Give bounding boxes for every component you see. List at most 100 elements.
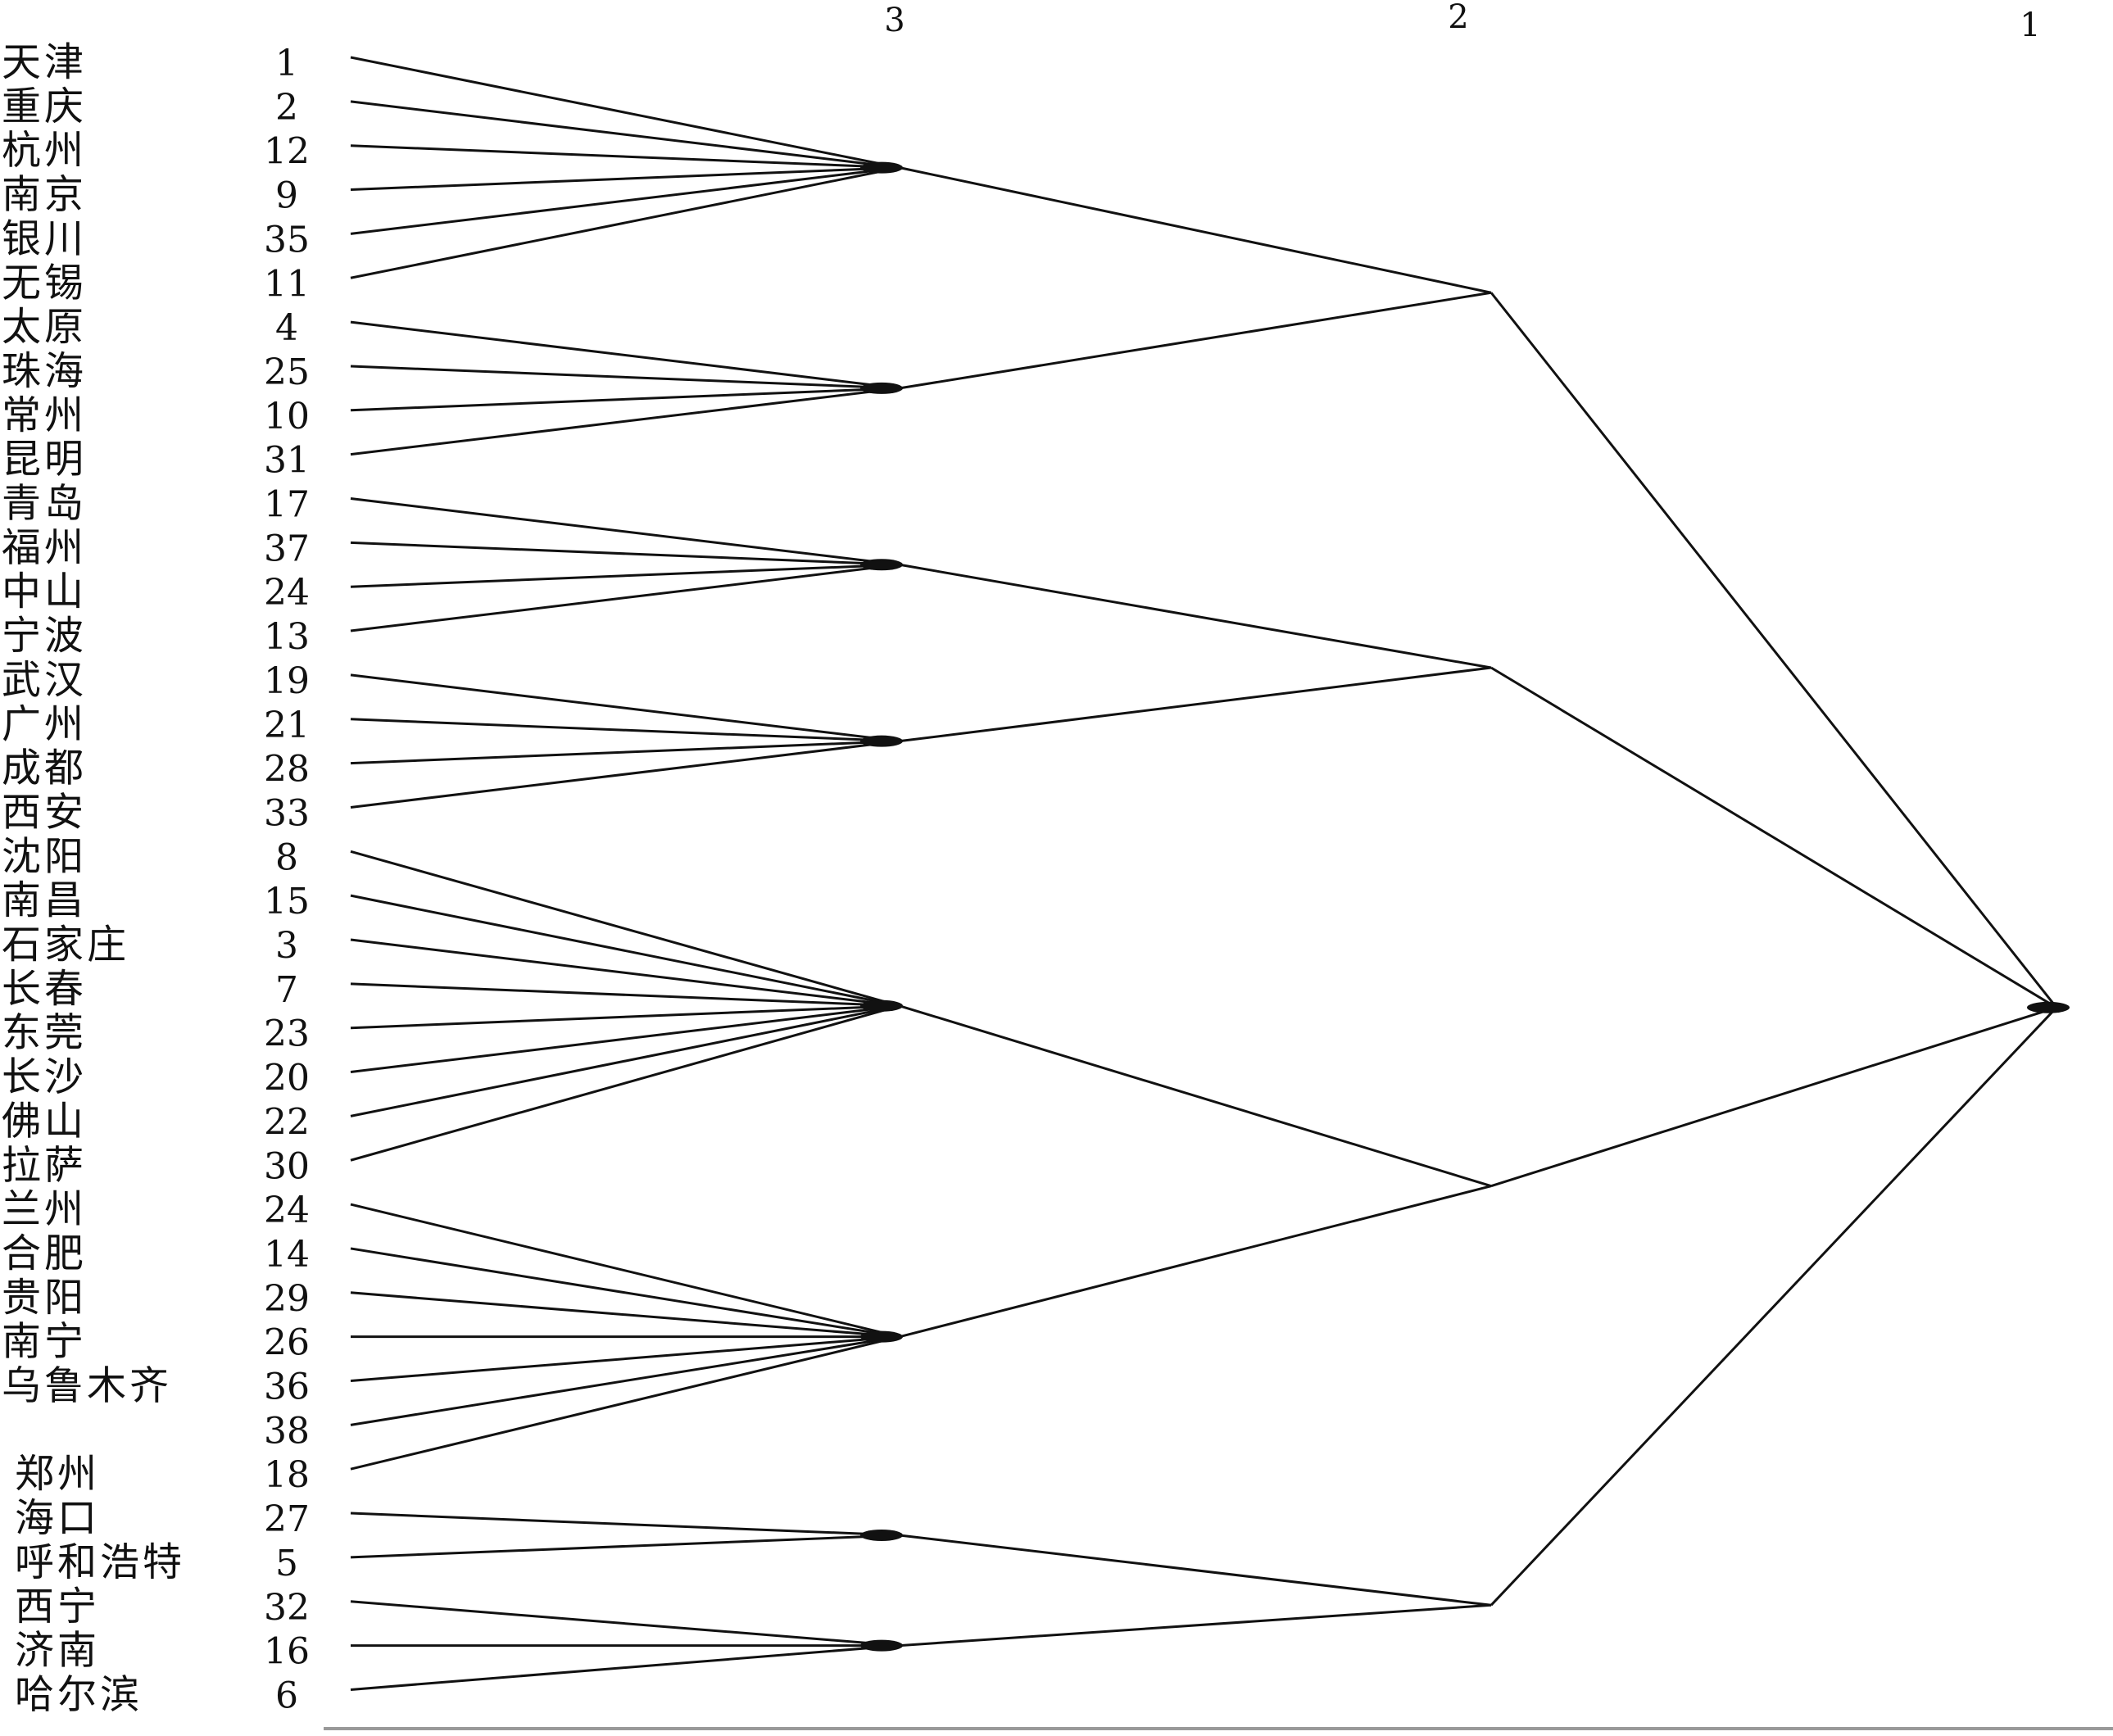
leaf-id-label: 13 — [264, 616, 310, 658]
leaf-id-label: 6 — [275, 1675, 298, 1716]
leaf-city-label: 佛山 — [2, 1098, 87, 1144]
leaf-edge — [350, 718, 900, 743]
level3-edge — [899, 166, 1492, 294]
leaf-id-label: 24 — [264, 1190, 310, 1231]
leaf-id-label: 3 — [275, 925, 298, 967]
leaf-id-label: 9 — [275, 175, 298, 217]
level3-edge — [899, 1534, 1492, 1607]
leaf-edge — [350, 387, 900, 456]
leaf-city-label: 海口 — [15, 1495, 100, 1541]
leaf-edge — [350, 938, 900, 1008]
leaf-edge — [350, 982, 900, 1008]
level3-node — [860, 1330, 903, 1343]
leaf-id-label: 26 — [264, 1322, 310, 1364]
leaf-city-label: 长春 — [2, 966, 87, 1012]
leaf-edge — [350, 1600, 900, 1648]
leaf-id-label: 10 — [264, 396, 310, 437]
leaf-edge — [350, 1004, 900, 1117]
leaf-city-label: 南京 — [2, 172, 87, 218]
leaf-id-label: 1 — [275, 43, 298, 84]
leaf-city-label: 太原 — [2, 304, 87, 350]
leaf-id-label: 32 — [264, 1587, 310, 1629]
level-label-1: 1 — [2020, 7, 2040, 44]
level2-edge — [1490, 666, 2057, 1009]
leaf-city-label: 东莞 — [2, 1010, 87, 1056]
leaf-edge — [350, 1004, 900, 1030]
leaf-city-label: 福州 — [2, 524, 87, 570]
leaf-id-label: 7 — [275, 969, 298, 1011]
level3-node — [860, 735, 903, 747]
leaf-city-label: 济南 — [15, 1628, 100, 1674]
leaf-edge — [350, 541, 900, 566]
leaf-edge — [350, 673, 900, 743]
leaf-edge — [350, 1512, 900, 1537]
leaf-id-label: 24 — [264, 572, 310, 614]
leaf-edge — [350, 365, 900, 390]
leaf-edge — [350, 1203, 900, 1339]
leaf-edge — [350, 56, 900, 170]
level3-edge — [899, 1004, 1492, 1188]
leaf-edge — [350, 320, 900, 390]
leaf-id-label: 14 — [264, 1234, 310, 1276]
leaf-id-label: 35 — [264, 219, 310, 261]
leaf-id-label: 2 — [275, 87, 298, 129]
leaf-city-label: 郑州 — [15, 1451, 100, 1497]
leaf-city-label: 宁波 — [2, 613, 87, 659]
leaf-edge — [350, 100, 900, 170]
leaf-city-label: 南昌 — [2, 877, 87, 923]
leaf-edge — [350, 1291, 900, 1339]
leaf-id-label: 4 — [275, 307, 298, 349]
leaf-id-label: 17 — [264, 484, 310, 526]
leaf-id-label: 16 — [264, 1631, 310, 1673]
leaf-id-label: 36 — [264, 1367, 310, 1408]
leaf-id-label: 28 — [264, 749, 310, 791]
level3-node — [860, 382, 903, 394]
leaf-city-label: 南宁 — [2, 1319, 87, 1365]
leaf-edge — [350, 1247, 900, 1339]
leaf-id-label: 29 — [264, 1278, 310, 1320]
leaf-id-label: 31 — [264, 440, 310, 482]
leaf-edge — [350, 1335, 900, 1471]
leaf-id-label: 19 — [264, 660, 310, 702]
leaf-id-label: 18 — [264, 1454, 310, 1496]
level2-edge — [1490, 1006, 2057, 1188]
leaf-id-label: 21 — [264, 705, 310, 746]
leaf-id-label: 22 — [264, 1101, 310, 1143]
leaf-id-label: 11 — [264, 263, 310, 305]
leaf-city-label: 兰州 — [2, 1186, 87, 1232]
leaf-city-label: 银川 — [2, 215, 87, 261]
leaf-city-label: 哈尔滨 — [15, 1671, 143, 1717]
leaf-id-label: 25 — [264, 351, 310, 393]
leaf-id-label: 37 — [264, 528, 310, 569]
level3-edge — [899, 1603, 1492, 1648]
leaf-id-label: 23 — [264, 1013, 310, 1055]
leaf-city-label: 青岛 — [2, 481, 87, 527]
leaf-edge — [350, 1644, 900, 1691]
leaf-city-label: 西安 — [2, 789, 87, 835]
leaf-id-label: 33 — [264, 792, 310, 834]
level3-node — [860, 161, 903, 174]
leaf-edge — [350, 850, 900, 1008]
leaf-city-label: 珠海 — [2, 348, 87, 394]
leaf-city-label: 沈阳 — [2, 833, 87, 879]
leaf-city-label: 无锡 — [2, 260, 87, 306]
leaf-city-label: 呼和浩特 — [15, 1539, 185, 1585]
level3-node — [860, 559, 903, 571]
tree-nodes — [860, 161, 2070, 1652]
leaf-edge — [350, 563, 900, 632]
leaf-city-label: 乌鲁木齐 — [2, 1363, 172, 1409]
level3-node — [860, 1529, 903, 1541]
leaf-id-label: 27 — [264, 1498, 310, 1540]
leaf-edge — [350, 166, 900, 192]
leaf-city-label: 贵阳 — [2, 1275, 87, 1321]
level2-edge — [1490, 1006, 2058, 1607]
level3-edge — [899, 666, 1492, 743]
leaf-edge — [350, 1004, 900, 1074]
leaf-id-label: 8 — [275, 836, 298, 878]
leaf-city-label: 重庆 — [2, 84, 87, 129]
level3-node — [860, 1639, 903, 1652]
leaf-id-label: 5 — [275, 1543, 298, 1584]
leaf-city-label: 合肥 — [2, 1231, 87, 1276]
leaf-edge — [350, 144, 900, 170]
